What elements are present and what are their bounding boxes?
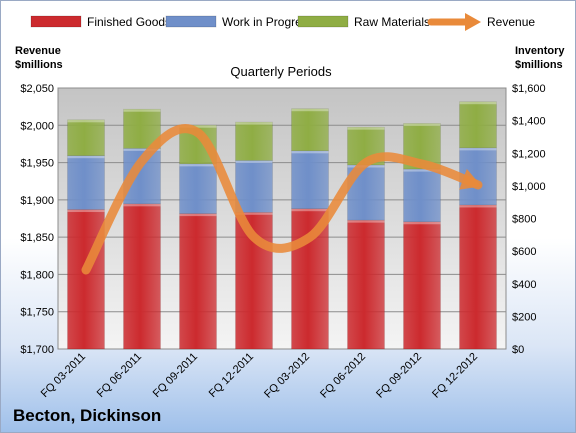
bar-highlight [67,119,105,123]
bar-highlight [235,122,273,125]
category-label: FQ 06-2012 [318,351,368,401]
left-tick-label: $1,950 [20,158,54,170]
legend-swatch-raw-materials [297,15,349,28]
bar-work-in-progress [67,155,105,210]
plot-area: $1,700 $1,750 $1,800 $1,850 $1,900 $1,950 $2,0… [20,83,545,401]
bar-highlight [291,108,329,112]
bar-work-in-progress [235,160,273,213]
bar-highlight [235,212,273,215]
chart-title: Quarterly Periods [230,64,332,79]
right-tick-label: $1,000 [512,181,546,193]
left-tick-label: $2,000 [20,120,54,132]
legend-swatch-finished-goods [30,15,82,28]
legend-label-work-in-progress: Work in Progress [222,15,314,29]
bar-raw-materials [291,108,329,152]
bar-highlight [67,155,105,159]
category-label: FQ 09-2011 [151,351,200,400]
left-tick-label: $1,800 [20,269,54,281]
revenue-arrow-head [459,169,482,190]
bar-highlight [67,209,105,213]
bar-finished-goods [403,221,441,350]
right-tick-label: $1,600 [512,83,546,95]
bar-finished-goods [67,209,105,350]
bar-highlight [179,125,217,128]
bar-highlight [403,169,441,172]
bar-highlight [123,148,161,151]
bar-raw-materials [235,121,273,161]
bar-raw-materials [459,101,497,149]
right-axis-title-line2: $millions [515,59,563,71]
right-tick-label: $200 [512,311,536,323]
legend: Finished Goods Work in Progress Raw Materi… [30,13,535,31]
company-name: Becton, Dickinson [13,406,162,425]
bar-highlight [459,204,497,208]
left-tick-label: $2,050 [20,83,54,95]
bar-highlight [179,163,217,167]
bar-highlight [291,150,329,154]
right-tick-label: $400 [512,279,536,291]
right-axis-title-line1: Inventory [515,45,565,57]
legend-label-raw-materials: Raw Materials [354,15,430,29]
bar-highlight [347,220,385,223]
bar-raw-materials [123,108,161,149]
right-tick-label: $1,400 [512,116,546,128]
legend-arrow-icon [465,13,481,31]
bar-highlight [235,160,273,163]
left-tick-label: $1,700 [20,344,54,356]
revenue-line [81,124,483,275]
bar-highlight [123,203,161,207]
bar-finished-goods [459,204,497,350]
legend-label-finished-goods: Finished Goods [87,15,171,29]
bar-highlight [459,147,497,151]
bar-finished-goods [179,213,217,350]
bar-work-in-progress [179,163,217,214]
left-axis-title-line2: $millions [15,59,63,71]
left-tick-label: $1,750 [20,307,54,319]
bar-work-in-progress [403,168,441,223]
bar-highlight [403,221,441,225]
right-tick-label: $600 [512,246,536,258]
category-label: FQ 12-2011 [207,351,256,400]
right-tick-label: $800 [512,214,536,226]
left-axis-title-line1: Revenue [15,45,61,57]
bar-work-in-progress [291,150,329,210]
category-label: FQ 12-2012 [430,351,480,401]
right-tick-label: $0 [512,344,524,356]
legend-swatch-work-in-progress [165,15,217,28]
bar-raw-materials [67,119,105,156]
category-label: FQ 09-2012 [374,351,424,401]
bar-highlight [459,101,497,105]
category-label: FQ 06-2011 [95,351,144,400]
bar-highlight [291,208,329,212]
legend-label-revenue: Revenue [487,15,535,29]
category-label: FQ 03-2012 [262,351,312,401]
right-tick-label: $1,200 [512,148,546,160]
bar-highlight [179,213,217,217]
bar-finished-goods [347,219,385,350]
bar-finished-goods [123,203,161,350]
left-tick-label: $1,850 [20,232,54,244]
bar-highlight [347,127,385,130]
category-label: FQ 03-2011 [39,351,88,400]
bar-highlight [123,109,161,112]
bar-highlight [403,123,441,126]
left-tick-label: $1,900 [20,195,54,207]
